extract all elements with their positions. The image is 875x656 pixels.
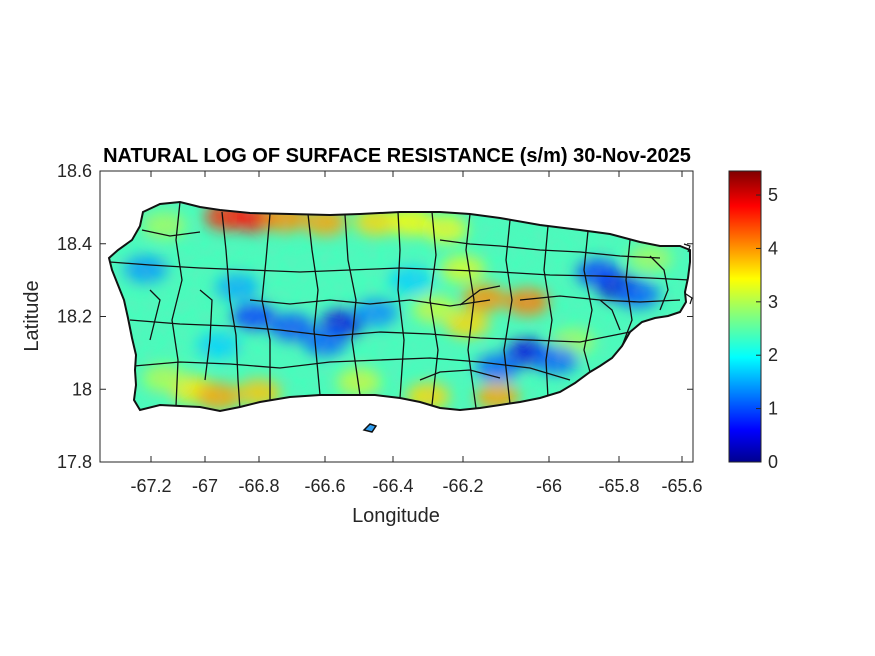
y-tick-label: 18.4 (57, 234, 92, 254)
islet-outline (683, 243, 691, 253)
x-tick-label: -66.4 (372, 476, 413, 496)
x-tick-label: -67 (192, 476, 218, 496)
y-axis-label: Latitude (21, 280, 43, 351)
x-tick-label: -66.8 (238, 476, 279, 496)
islet-outline (685, 293, 693, 305)
x-axis-ticks: -67.2 -67 -66.8 -66.6 -66.4 -66.2 -66 -65.8 -65.… (130, 171, 703, 496)
colorbar-tick-label: 3 (768, 292, 778, 312)
colorbar-tick-label: 1 (768, 399, 778, 419)
y-tick-label: 17.8 (57, 452, 92, 472)
x-tick-label: -66 (536, 476, 562, 496)
colorbar-ticks: 5 4 3 2 1 0 (756, 185, 778, 472)
island-outline (107, 200, 691, 413)
x-tick-label: -66.2 (442, 476, 483, 496)
y-axis-ticks: 18.6 18.4 18.2 18 17.8 (57, 161, 693, 472)
municipality-boundaries (109, 202, 690, 411)
chart-title: NATURAL LOG OF SURFACE RESISTANCE (s/m) … (103, 145, 691, 167)
colorbar-tick-label: 2 (768, 345, 778, 365)
colorbar (728, 170, 762, 463)
x-tick-label: -67.2 (130, 476, 171, 496)
islet-outline (362, 423, 378, 433)
colorbar-tick-label: 5 (768, 185, 778, 205)
x-tick-label: -66.6 (304, 476, 345, 496)
y-tick-label: 18.6 (57, 161, 92, 181)
x-tick-label: -65.8 (598, 476, 639, 496)
colorbar-tick-label: 4 (768, 238, 778, 258)
x-tick-label: -65.6 (661, 476, 702, 496)
y-tick-label: 18.2 (57, 307, 92, 327)
y-tick-label: 18 (72, 379, 92, 399)
colorbar-tick-label: 0 (768, 452, 778, 472)
x-axis-label: Longitude (352, 505, 440, 527)
